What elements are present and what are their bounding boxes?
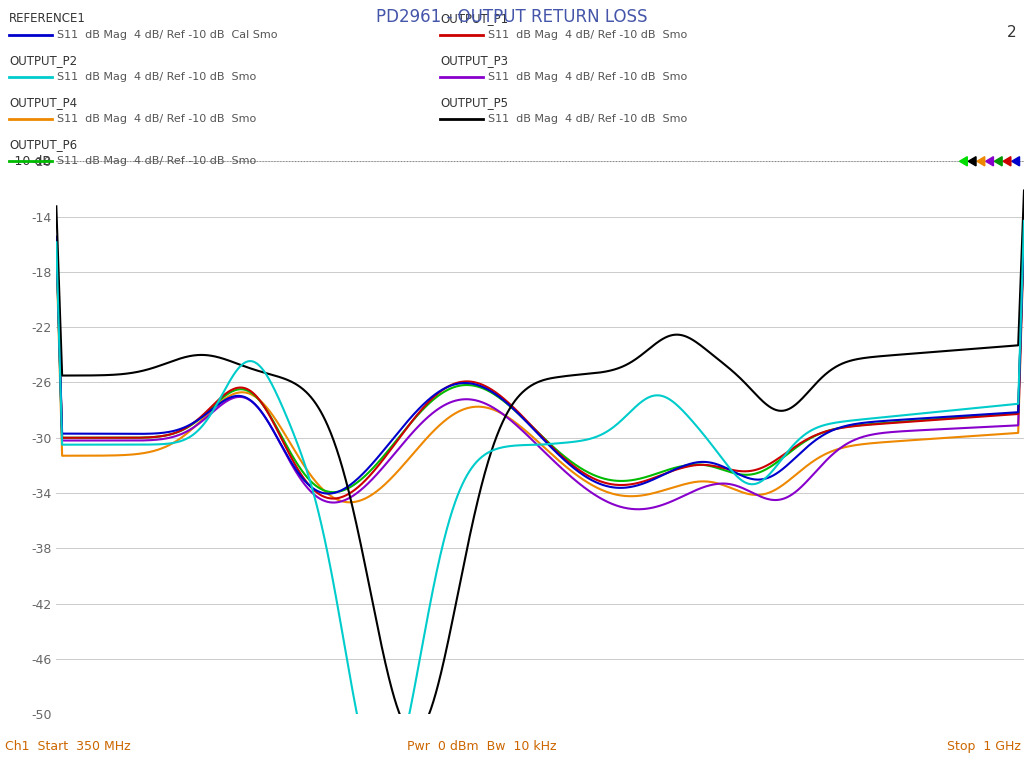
Text: Pwr  0 dBm  Bw  10 kHz: Pwr 0 dBm Bw 10 kHz <box>407 740 556 753</box>
Text: OUTPUT_P5: OUTPUT_P5 <box>440 96 508 109</box>
Text: S11  dB Mag  4 dB/ Ref -10 dB  Smo: S11 dB Mag 4 dB/ Ref -10 dB Smo <box>57 71 257 82</box>
Text: S11  dB Mag  4 dB/ Ref -10 dB  Smo: S11 dB Mag 4 dB/ Ref -10 dB Smo <box>488 71 688 82</box>
Text: Ch1  Start  350 MHz: Ch1 Start 350 MHz <box>5 740 131 753</box>
Text: -10 dB: -10 dB <box>10 155 51 167</box>
Text: PD2961 - OUTPUT RETURN LOSS: PD2961 - OUTPUT RETURN LOSS <box>376 8 648 25</box>
Text: S11  dB Mag  4 dB/ Ref -10 dB  Smo: S11 dB Mag 4 dB/ Ref -10 dB Smo <box>488 29 688 40</box>
Text: S11  dB Mag  4 dB/ Ref -10 dB  Smo: S11 dB Mag 4 dB/ Ref -10 dB Smo <box>57 156 257 167</box>
Text: S11  dB Mag  4 dB/ Ref -10 dB  Smo: S11 dB Mag 4 dB/ Ref -10 dB Smo <box>57 114 257 124</box>
Text: OUTPUT_P1: OUTPUT_P1 <box>440 12 509 25</box>
Text: REFERENCE1: REFERENCE1 <box>9 12 86 25</box>
Text: OUTPUT_P2: OUTPUT_P2 <box>9 54 78 67</box>
Text: OUTPUT_P6: OUTPUT_P6 <box>9 138 78 151</box>
Text: OUTPUT_P3: OUTPUT_P3 <box>440 54 508 67</box>
Text: S11  dB Mag  4 dB/ Ref -10 dB  Smo: S11 dB Mag 4 dB/ Ref -10 dB Smo <box>488 114 688 124</box>
Text: Stop  1 GHz: Stop 1 GHz <box>947 740 1021 753</box>
Text: 2: 2 <box>1008 25 1017 40</box>
Text: OUTPUT_P4: OUTPUT_P4 <box>9 96 78 109</box>
Text: S11  dB Mag  4 dB/ Ref -10 dB  Cal Smo: S11 dB Mag 4 dB/ Ref -10 dB Cal Smo <box>57 29 278 40</box>
